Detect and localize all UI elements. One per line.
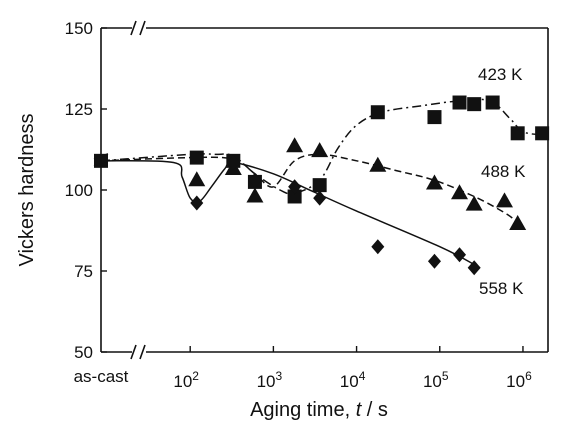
y-tick-label: 100 [65,181,93,200]
x-axis-title-variable: t [356,399,363,421]
y-tick-label: 150 [65,19,93,38]
data-point-423-K [535,126,550,141]
fit-curve-423-K [100,98,543,195]
y-tick-label: 75 [74,262,93,281]
data-point-488-K [369,156,387,172]
x-axis-title: Aging time, t / s [250,399,388,421]
x-tick-label-exponent: 4 [359,369,366,383]
y-tick-label: 125 [65,100,93,119]
data-point-488-K [465,195,483,211]
data-point-558-K [371,239,385,255]
fit-curve-488-K [100,153,519,224]
series-label-423-K: 423 K [478,65,523,84]
data-point-558-K [226,154,240,170]
data-point-423-K [287,189,302,204]
x-tick-label: 103 [257,369,283,391]
data-point-423-K [312,178,327,193]
data-point-558-K [313,190,327,206]
x-tick-label-exponent: 2 [192,369,199,383]
data-point-488-K [509,215,527,231]
x-axis-title-suffix: / s [361,399,388,421]
x-axis-break [130,344,146,360]
data-point-558-K [453,247,467,263]
axes [93,20,549,360]
data-point-488-K [425,174,443,190]
y-tick-label: 50 [74,343,93,362]
data-point-558-K [288,179,302,195]
data-point-558-K [248,172,262,188]
data-point-488-K [496,192,514,208]
data-point-488-K [311,142,329,158]
x-tick-label-exponent: 3 [275,369,282,383]
x-tick-label-base: 10 [173,372,192,391]
y-axis-break [93,153,109,167]
data-point-558-K [427,253,441,269]
data-point-558-K [190,195,204,211]
y-axis-title: Vickers hardness [16,113,38,266]
data-point-423-K [427,110,442,125]
data-point-423-K [189,150,204,165]
x-tick-label: 105 [423,369,449,391]
data-point-558-K [467,260,481,276]
x-tick-label-base: 10 [340,372,359,391]
x-tick-label: 102 [173,369,199,391]
x-tick-label: 104 [340,369,366,391]
data-point-423-K [510,126,525,141]
data-point-488-K [286,137,304,153]
data-point-423-K [485,95,500,110]
data-markers [94,95,550,276]
data-point-488-K [188,171,206,187]
series-label-558-K: 558 K [479,279,524,298]
x-tick-label-exponent: 5 [442,369,449,383]
x-tick-label-as-cast: as-cast [74,367,129,386]
fit-curve-558-K [100,159,475,266]
x-tick-label: 106 [506,369,532,391]
labels: Vickers hardness Aging time, t / s 50 75 1… [16,19,532,421]
x-tick-label-base: 10 [423,372,442,391]
top-axis-break [130,20,146,36]
x-tick-label-base: 10 [257,372,276,391]
data-point-423-K [467,97,482,112]
series-label-488-K: 488 K [481,162,526,181]
data-point-423-K [452,95,467,110]
data-point-488-K [246,187,264,203]
x-tick-label-base: 10 [506,372,525,391]
data-point-488-K [451,184,469,200]
x-axis-title-prefix: Aging time, [250,399,356,421]
x-tick-label-exponent: 6 [525,369,532,383]
data-point-423-K [370,105,385,120]
